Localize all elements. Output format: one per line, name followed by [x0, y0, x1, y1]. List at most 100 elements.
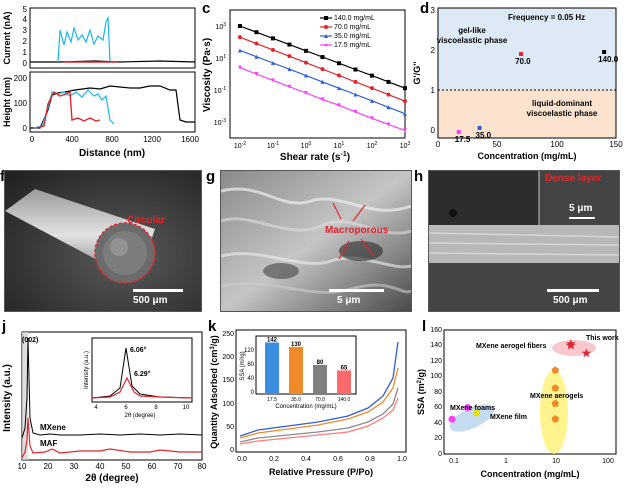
- panel-c-ytick: 103: [215, 22, 226, 31]
- modulus-point-label: 17.5: [455, 135, 471, 144]
- viscosity-point: [237, 65, 242, 70]
- xrd-inset-frame: [91, 337, 193, 403]
- svg-text:10: 10: [183, 405, 190, 411]
- viscosity-point: [403, 111, 407, 116]
- panel-d-xticks: 0 50 100 150: [436, 140, 623, 149]
- viscosity-point: [369, 116, 374, 121]
- isotherm-140-0: [239, 397, 399, 445]
- svg-text:3: 3: [431, 6, 436, 15]
- panel-label-j: j: [2, 318, 7, 335]
- panel-label-c: c: [202, 0, 211, 17]
- panel-l-yticks: 0 20 40 60 80 100 120 140 160: [430, 327, 442, 458]
- modulus-point-label: 70.0: [515, 57, 531, 66]
- viscosity-point: [403, 86, 407, 91]
- viscosity-point: [320, 79, 325, 84]
- liquid-phase-text-2: viscoelastic phase: [527, 109, 598, 118]
- mxene-label: MXene: [40, 423, 66, 432]
- modulus-point-label: 35.0: [476, 131, 492, 140]
- viscosity-point: [270, 60, 275, 65]
- xrd-chart: (002) MXene MAF 6.06° 6.29° 4 6 8 10 2θ …: [2, 331, 207, 484]
- panel-j-xlabel: 2θ (degree): [85, 473, 138, 484]
- panel-f: f Circular 500 μm: [0, 166, 206, 316]
- panel-label-l: l: [422, 318, 427, 335]
- liquid-phase-region: [438, 90, 616, 138]
- mxene-trace: [21, 337, 203, 439]
- ssa-bar-category: 140.0: [338, 397, 351, 403]
- ssa-bar-category: 70.0: [315, 397, 325, 403]
- viscosity-point: [287, 84, 292, 89]
- panel-c: c 10-2 10-1 100 101 102 103 103 101 10-1 10-3 14…: [200, 0, 411, 165]
- ssa-bar: [289, 346, 303, 394]
- svg-text:0: 0: [251, 390, 255, 396]
- svg-text:40: 40: [96, 462, 105, 471]
- viscosity-point: [386, 92, 391, 97]
- comparison-point: [551, 399, 560, 407]
- ssa-bar-value: 65: [341, 365, 348, 371]
- dense-layer-inset: [429, 171, 539, 225]
- svg-text:800: 800: [105, 135, 119, 144]
- panel-label-g: g: [206, 168, 216, 185]
- panel-j-xticks: 10 20 30 40 50 60 70 80: [18, 462, 207, 471]
- comparison-point: [473, 409, 481, 417]
- label-aerogel-fibers: MXene aerogel fibers: [476, 343, 547, 350]
- viscosity-point: [254, 41, 259, 46]
- svg-text:0.8: 0.8: [365, 456, 375, 463]
- panel-l: l MXene aerogel fibers This work MXene a…: [414, 318, 624, 484]
- svg-text:1200: 1200: [143, 135, 161, 144]
- svg-text:4: 4: [94, 405, 98, 411]
- viscosity-point: [386, 79, 391, 84]
- panel-l-ylabel: SSA (m2/g): [416, 369, 426, 415]
- svg-text:0: 0: [23, 59, 28, 68]
- svg-text:1: 1: [23, 48, 28, 57]
- panel-b-plot: 0 1 2 3 4 5 0 100 200 0 400 800 1200 160…: [2, 5, 199, 159]
- sem-image-fiber-cross-section: Circular 500 μm: [4, 170, 202, 312]
- panel-d-yticks: 0 1 2 3: [431, 6, 436, 135]
- peak-002-band: [22, 332, 28, 460]
- viscosity-point: [270, 47, 275, 52]
- viscosity-point: [237, 24, 242, 28]
- viscosity-point: [386, 122, 391, 127]
- isotherm-35-0: [239, 367, 399, 439]
- ssa-bar-category: 35.0: [291, 397, 301, 403]
- svg-text:1600: 1600: [181, 135, 199, 144]
- comparison-point: [551, 384, 560, 392]
- panel-c-yticks: 103 101 10-1 10-3: [214, 22, 226, 127]
- viscosity-point: [287, 54, 292, 59]
- svg-text:1: 1: [504, 458, 508, 465]
- viscosity-chart: 10-2 10-1 100 101 102 103 103 101 10-1 10-3 140.…: [202, 9, 411, 163]
- svg-text:8: 8: [154, 405, 158, 411]
- modulus-point: [477, 126, 482, 130]
- viscosity-point: [237, 35, 242, 40]
- viscosity-point: [336, 103, 341, 108]
- panel-b-ylabel-top: Current (nA): [2, 12, 12, 65]
- viscosity-point: [270, 36, 275, 41]
- panel-c-xtick: 103: [400, 141, 410, 150]
- panel-b-ylabel-bottom: Height (nm): [2, 77, 12, 127]
- viscosity-point: [270, 78, 275, 83]
- svg-text:70: 70: [174, 462, 183, 471]
- inset-peak-2: 6.29°: [134, 370, 151, 378]
- ssa-comparison-chart: MXene aerogel fibers This work MXene aer…: [416, 327, 619, 479]
- svg-text:17.5 mg/mL: 17.5 mg/mL: [334, 42, 371, 49]
- scale-label-h-inset: 5 μm: [569, 203, 593, 214]
- svg-text:10: 10: [552, 458, 560, 465]
- macroporous-sem-drawing: [221, 171, 411, 311]
- viscosity-point: [287, 67, 292, 72]
- svg-text:0.6: 0.6: [333, 456, 343, 463]
- viscosity-point: [303, 73, 308, 78]
- viscosity-point: [336, 61, 341, 66]
- svg-text:100: 100: [14, 99, 28, 108]
- viscosity-point: [254, 72, 259, 76]
- panel-c-xlabel: Shear rate (s-1): [280, 151, 350, 163]
- viscosity-series-group: [237, 24, 407, 133]
- comparison-point: [464, 404, 472, 411]
- svg-text:5: 5: [23, 5, 28, 14]
- svg-text:80: 80: [247, 362, 254, 368]
- panel-k-xlabel: Relative Pressure (P/Po): [269, 467, 373, 477]
- panel-d-ylabel: G'/G'': [412, 62, 422, 85]
- comparison-point: [448, 415, 456, 423]
- viscosity-point: [237, 48, 242, 53]
- panel-b-bottom-frame: [29, 71, 196, 133]
- panel-c-xticks: 10-2 10-1 100 101 102 103: [234, 141, 411, 150]
